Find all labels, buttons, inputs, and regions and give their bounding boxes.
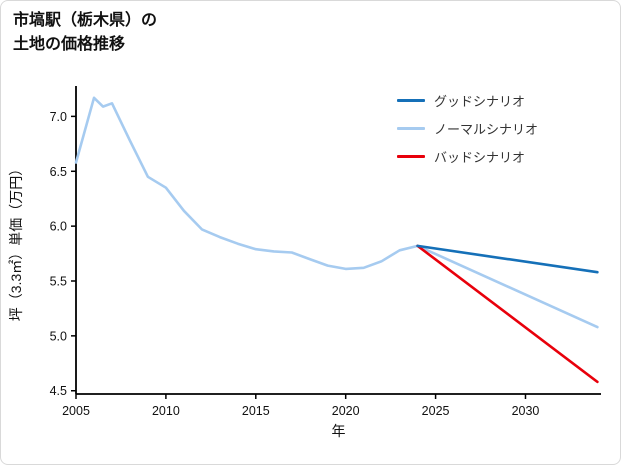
page-title-line2: 土地の価格推移: [13, 36, 126, 53]
x-tick-label: 2025: [422, 404, 450, 418]
legend-swatch-normal-scenario: [397, 127, 425, 130]
legend-label-bad-scenario: バッドシナリオ: [434, 150, 526, 165]
series-line-bad: [416, 244, 599, 384]
x-tick-label: 2010: [152, 404, 180, 418]
x-tick-label: 2015: [242, 404, 270, 418]
series-line-normal: [74, 96, 599, 329]
legend-item-bad-scenario: バッドシナリオ: [397, 147, 538, 166]
legend-swatch-good-scenario: [397, 99, 425, 102]
legend-item-normal-scenario: ノーマルシナリオ: [397, 119, 538, 138]
chart-legend: グッドシナリオ ノーマルシナリオ バッドシナリオ: [397, 91, 538, 166]
series-line-good: [416, 244, 599, 274]
legend-swatch-bad-scenario: [397, 155, 425, 158]
page-title: 市塙駅（栃木県）の 土地の価格推移: [13, 9, 157, 57]
y-tick-label: 5.0: [50, 329, 67, 343]
legend-label-normal-scenario: ノーマルシナリオ: [434, 122, 539, 137]
legend-label-good-scenario: グッドシナリオ: [434, 94, 526, 109]
y-tick-label: 6.5: [50, 165, 67, 179]
y-tick-label: 5.5: [50, 274, 67, 288]
y-tick-label: 7.0: [50, 110, 67, 124]
legend-item-good-scenario: グッドシナリオ: [397, 91, 538, 110]
y-tick-label: 6.0: [50, 220, 67, 234]
y-tick-label: 4.5: [50, 384, 67, 398]
x-tick-label: 2020: [332, 404, 360, 418]
x-tick-label: 2005: [62, 404, 90, 418]
page-title-line1: 市塙駅（栃木県）の: [13, 12, 158, 29]
y-axis-label: 坪（3.3㎡）単価（万円）: [8, 162, 24, 321]
x-axis-label: 年: [332, 423, 346, 439]
x-tick-label: 2030: [512, 404, 540, 418]
